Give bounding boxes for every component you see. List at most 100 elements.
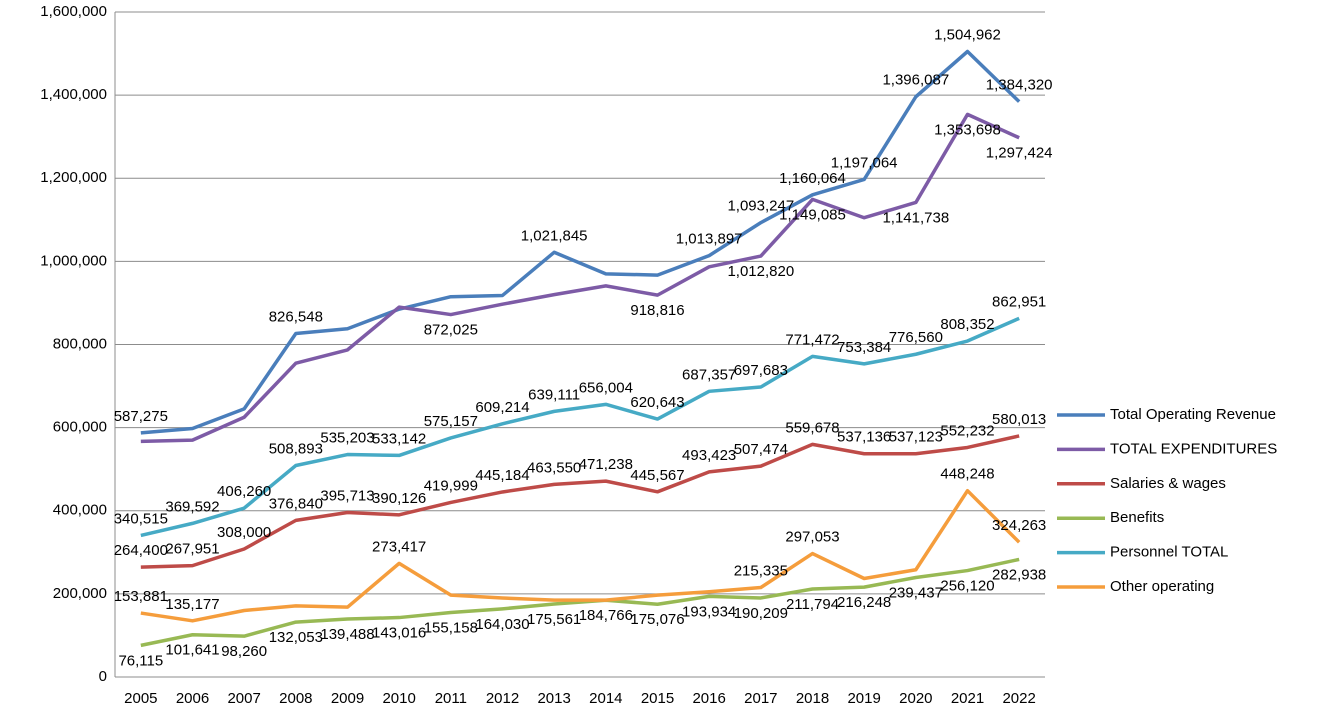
data-label: 537,136 [837,429,891,446]
data-label: 175,076 [630,611,684,628]
y-tick-label: 200,000 [53,585,107,602]
data-label: 697,683 [734,362,788,379]
data-label: 533,142 [372,430,426,447]
series-line [140,49,1021,435]
x-tick-label: 2018 [796,690,829,707]
data-label: 862,951 [992,293,1046,310]
data-label: 559,678 [785,419,839,436]
data-label: 101,641 [165,642,219,659]
data-label: 463,550 [527,459,581,476]
data-label: 1,297,424 [986,145,1053,162]
series-line [140,316,1020,538]
data-label: 369,592 [165,498,219,515]
data-label: 273,417 [372,538,426,555]
data-label: 687,357 [682,366,736,383]
data-label: 507,474 [734,441,788,458]
y-tick-label: 600,000 [53,419,107,436]
data-label: 587,275 [114,408,168,425]
data-label: 139,488 [320,626,374,643]
data-label: 445,567 [630,467,684,484]
x-tick-label: 2006 [176,690,209,707]
x-tick-label: 2015 [641,690,674,707]
data-label: 776,560 [889,329,943,346]
x-tick-label: 2016 [692,690,725,707]
legend-label: Total Operating Revenue [1110,406,1276,423]
data-label: 390,126 [372,490,426,507]
data-label: 771,472 [785,331,839,348]
y-tick-label: 800,000 [53,335,107,352]
data-label: 1,353,698 [934,121,1001,138]
x-tick-label: 2017 [744,690,777,707]
data-label: 155,158 [424,619,478,636]
data-label: 216,248 [837,594,891,611]
data-label: 1,197,064 [831,154,898,171]
data-label: 609,214 [475,399,529,416]
data-label: 153,881 [114,588,168,605]
x-tick-label: 2014 [589,690,622,707]
series-line [140,557,1020,648]
data-label: 1,396,087 [882,72,949,89]
data-label: 419,999 [424,477,478,494]
data-label: 175,561 [527,611,581,628]
data-label: 256,120 [940,578,994,595]
data-label: 98,260 [221,643,267,660]
data-label: 580,013 [992,411,1046,428]
data-label: 471,238 [579,456,633,473]
data-label: 1,021,845 [521,227,588,244]
data-label: 448,248 [940,466,994,483]
x-tick-label: 2021 [951,690,984,707]
data-label: 872,025 [424,322,478,339]
x-tick-label: 2008 [279,690,312,707]
x-tick-label: 2019 [847,690,880,707]
x-tick-label: 2013 [537,690,570,707]
data-label: 340,515 [114,510,168,527]
data-label: 1,160,064 [779,170,846,187]
data-label: 395,713 [320,488,374,505]
data-label: 190,209 [734,605,788,622]
data-label: 282,938 [992,566,1046,583]
x-tick-label: 2022 [1002,690,1035,707]
legend-label: TOTAL EXPENDITURES [1110,440,1277,457]
data-label: 132,053 [269,629,323,646]
series-line [140,112,1020,444]
data-label: 808,352 [940,316,994,333]
legend-label: Other operating [1110,578,1214,595]
x-tick-label: 2009 [331,690,364,707]
legend-label: Personnel TOTAL [1110,544,1228,561]
data-label: 193,934 [682,603,736,620]
y-tick-label: 0 [99,668,107,685]
y-tick-label: 1,400,000 [40,86,107,103]
data-label: 535,203 [320,430,374,447]
legend-label: Benefits [1110,509,1164,526]
y-tick-label: 1,200,000 [40,169,107,186]
data-label: 1,384,320 [986,77,1053,94]
data-label: 184,766 [579,607,633,624]
data-label: 537,123 [889,429,943,446]
data-label: 918,816 [630,302,684,319]
data-label: 264,400 [114,542,168,559]
data-label: 1,013,897 [676,231,743,248]
data-label: 1,012,820 [727,263,794,280]
data-label: 76,115 [118,652,163,669]
data-label: 1,504,962 [934,26,1001,43]
data-label: 575,157 [424,413,478,430]
data-label: 445,184 [475,467,529,484]
data-label: 324,263 [992,517,1046,534]
y-tick-label: 1,000,000 [40,252,107,269]
data-label: 656,004 [579,379,633,396]
legend-label: Salaries & wages [1110,475,1226,492]
x-tick-label: 2012 [486,690,519,707]
data-label: 753,384 [837,339,891,356]
data-label: 376,840 [269,495,323,512]
data-label: 267,951 [165,541,219,558]
data-label: 239,437 [889,584,943,601]
data-label: 135,177 [165,596,219,613]
x-tick-label: 2020 [899,690,932,707]
series-line [140,488,1021,623]
data-label: 308,000 [217,524,271,541]
data-label: 211,794 [786,596,839,613]
data-label: 493,423 [682,447,736,464]
series-line [140,434,1020,569]
data-label: 639,111 [528,386,580,403]
